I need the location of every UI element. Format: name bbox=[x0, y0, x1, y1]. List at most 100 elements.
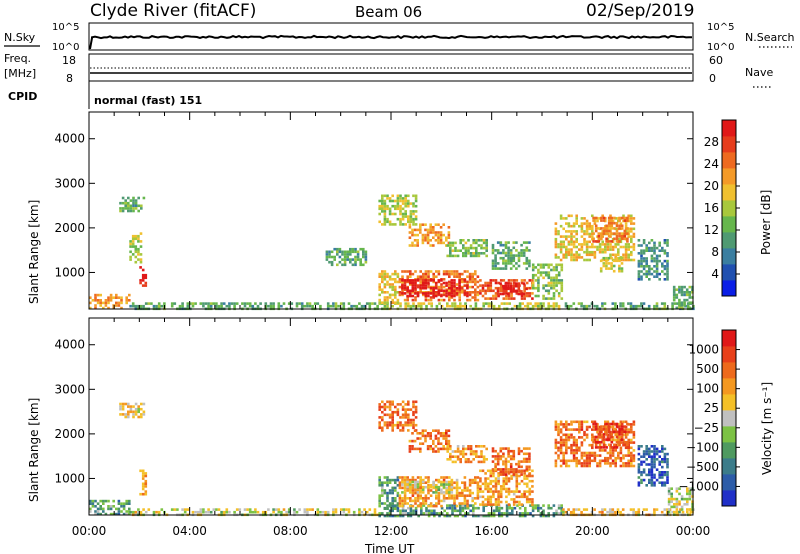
data-cell bbox=[663, 471, 667, 474]
data-cell bbox=[119, 207, 122, 210]
data-cell bbox=[401, 502, 404, 505]
velocity-rti-region bbox=[378, 476, 400, 510]
data-cell bbox=[580, 423, 584, 426]
data-cell bbox=[642, 259, 646, 263]
data-cell bbox=[619, 459, 623, 463]
data-cell bbox=[557, 304, 561, 308]
data-cell bbox=[578, 253, 581, 257]
data-cell bbox=[634, 304, 638, 308]
data-cell bbox=[600, 446, 603, 449]
data-cell bbox=[637, 272, 641, 276]
data-cell bbox=[107, 301, 110, 305]
data-cell bbox=[383, 514, 387, 518]
data-cell bbox=[476, 489, 480, 492]
data-cell bbox=[688, 306, 692, 310]
data-cell bbox=[127, 402, 130, 406]
data-cell bbox=[459, 452, 462, 456]
data-cell bbox=[494, 455, 497, 458]
data-cell bbox=[464, 452, 468, 456]
data-cell bbox=[96, 507, 100, 511]
data-cell bbox=[499, 251, 503, 255]
data-cell bbox=[491, 460, 495, 463]
data-cell bbox=[386, 504, 389, 507]
data-cell bbox=[386, 301, 389, 304]
data-cell bbox=[507, 254, 510, 257]
data-cell bbox=[91, 502, 95, 505]
data-cell bbox=[544, 273, 548, 277]
data-cell bbox=[528, 286, 532, 290]
data-cell bbox=[386, 194, 389, 198]
data-cell bbox=[122, 512, 126, 516]
data-cell bbox=[614, 217, 617, 220]
data-cell bbox=[607, 422, 611, 426]
data-cell bbox=[421, 485, 425, 489]
data-cell bbox=[486, 297, 490, 300]
data-cell bbox=[619, 438, 623, 442]
data-cell bbox=[401, 514, 405, 518]
data-cell bbox=[539, 302, 543, 305]
data-cell bbox=[427, 275, 430, 278]
power-rti-region bbox=[531, 263, 564, 300]
data-cell bbox=[391, 278, 394, 281]
data-cell bbox=[578, 446, 581, 450]
data-cell bbox=[160, 304, 164, 308]
data-cell bbox=[328, 253, 331, 256]
data-cell bbox=[683, 298, 686, 302]
data-cell bbox=[414, 491, 417, 495]
data-cell bbox=[562, 443, 565, 447]
data-cell bbox=[398, 494, 402, 497]
data-cell bbox=[544, 297, 548, 300]
data-cell bbox=[414, 497, 417, 500]
x-tick-label: 04:00 bbox=[172, 524, 207, 538]
data-cell bbox=[570, 258, 573, 262]
data-cell bbox=[391, 283, 394, 286]
data-cell bbox=[596, 245, 599, 249]
data-cell bbox=[359, 258, 362, 261]
data-cell bbox=[383, 489, 387, 492]
data-cell bbox=[490, 514, 493, 518]
data-cell bbox=[427, 504, 430, 508]
data-cell bbox=[147, 302, 151, 305]
data-cell bbox=[583, 459, 586, 463]
power-rti-region bbox=[491, 241, 531, 270]
data-cell bbox=[630, 462, 633, 465]
data-cell bbox=[256, 304, 260, 308]
data-cell bbox=[496, 452, 500, 456]
data-cell bbox=[381, 194, 384, 198]
data-cell bbox=[121, 413, 125, 416]
data-cell bbox=[416, 494, 420, 497]
data-cell bbox=[394, 199, 397, 203]
data-cell bbox=[496, 455, 500, 458]
data-cell bbox=[442, 483, 446, 486]
data-cell bbox=[515, 241, 518, 244]
data-cell bbox=[642, 452, 646, 456]
data-cell bbox=[557, 449, 560, 452]
data-cell bbox=[170, 302, 174, 305]
data-cell bbox=[104, 301, 108, 305]
data-cell bbox=[591, 230, 594, 233]
data-cell bbox=[251, 304, 255, 308]
data-cell bbox=[559, 214, 563, 218]
data-cell bbox=[422, 499, 425, 503]
data-cell bbox=[319, 510, 322, 514]
data-cell bbox=[522, 292, 526, 296]
data-cell bbox=[630, 253, 633, 257]
data-cell bbox=[489, 279, 493, 282]
data-cell bbox=[434, 294, 438, 298]
data-cell bbox=[439, 241, 443, 245]
data-cell bbox=[525, 281, 529, 285]
data-cell bbox=[407, 512, 410, 515]
data-cell bbox=[580, 248, 584, 251]
data-cell bbox=[134, 402, 138, 406]
data-cell bbox=[606, 248, 610, 251]
data-cell bbox=[653, 481, 656, 484]
data-cell bbox=[609, 243, 612, 246]
data-cell bbox=[448, 288, 451, 291]
data-cell bbox=[599, 269, 603, 273]
data-cell bbox=[401, 270, 404, 273]
data-cell bbox=[661, 265, 664, 268]
cpid-label: CPID bbox=[8, 90, 37, 103]
data-cell bbox=[621, 302, 625, 305]
data-cell bbox=[464, 241, 468, 245]
data-cell bbox=[655, 304, 659, 308]
